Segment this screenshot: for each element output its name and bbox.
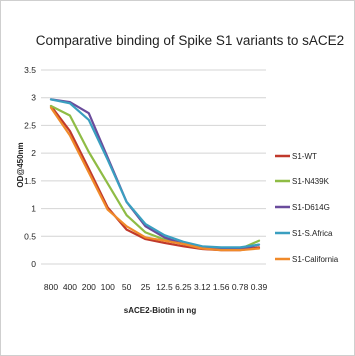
x-tick-label: 50 <box>122 282 132 292</box>
x-tick-label: 400 <box>63 282 77 292</box>
x-tick-labels: 800 400 200 100 50 25 12.5 6.25 3.12 1.56 0.78 0.39 <box>44 282 268 292</box>
x-axis-label: sACE2-Biotin in ng <box>124 306 197 315</box>
legend-label: S1-D614G <box>292 203 330 212</box>
y-tick-labels: 0 0.5 1 1.5 2 2.5 3 3.5 <box>24 65 36 269</box>
x-tick-label: 0.39 <box>251 282 268 292</box>
y-tick-label: 3.5 <box>24 65 36 75</box>
series-line-3 <box>49 98 261 249</box>
x-tick-label: 800 <box>44 282 58 292</box>
legend-label: S1-California <box>292 255 339 264</box>
y-tick-label: 2 <box>31 148 36 158</box>
y-tick-label: 3 <box>31 93 36 103</box>
x-tick-label: 3.12 <box>194 282 211 292</box>
y-axis-label: OD@450nm <box>16 142 25 187</box>
series-line-4 <box>49 106 261 252</box>
legend: S1-WT S1-N439K S1-D614G S1-S.Africa S1-Calif… <box>275 152 339 264</box>
x-tick-label: 25 <box>141 282 151 292</box>
y-tick-label: 1.5 <box>24 176 36 186</box>
series-lines <box>49 98 261 252</box>
x-tick-label: 6.25 <box>175 282 192 292</box>
x-tick-label: 0.78 <box>232 282 249 292</box>
y-tick-label: 2.5 <box>24 120 36 130</box>
legend-label: S1-S.Africa <box>292 229 333 238</box>
x-tick-label: 200 <box>82 282 96 292</box>
x-tick-label: 1.56 <box>213 282 230 292</box>
legend-label: S1-N439K <box>292 177 330 186</box>
chart-title: Comparative binding of Spike S1 variants… <box>36 33 344 48</box>
y-tick-label: 0 <box>31 259 36 269</box>
legend-label: S1-WT <box>292 152 317 161</box>
y-tick-label: 1 <box>31 204 36 214</box>
y-tick-label: 0.5 <box>24 231 36 241</box>
x-tick-label: 100 <box>101 282 115 292</box>
series-line-1 <box>49 104 261 251</box>
series-line-2 <box>49 98 261 251</box>
x-tick-label: 12.5 <box>156 282 173 292</box>
